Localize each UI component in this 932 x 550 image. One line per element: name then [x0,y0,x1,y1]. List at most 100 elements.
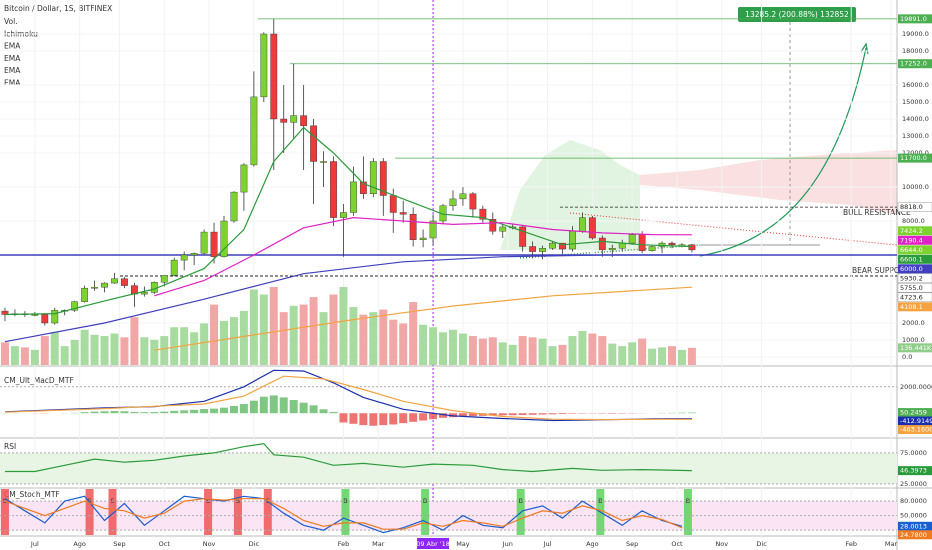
volume-bar [568,336,577,365]
volume-bar [239,310,248,365]
x-tick-label: Nov [203,540,216,548]
level-label-box [897,292,932,303]
candle-body [419,237,427,240]
ema-line [4,254,692,343]
macd-histogram-bar [687,412,696,414]
volume-bar [578,331,587,365]
candle-body [230,191,238,222]
signal-bar [85,489,94,535]
candle-body [121,278,128,286]
volume-bar [668,346,677,365]
macd-histogram-bar [439,413,448,418]
volume-bar [80,329,89,365]
value-label: 50.2459 [900,409,927,417]
candle-body [479,208,487,220]
pane-title: RSI [4,442,16,451]
candle-body [210,231,218,257]
value-label-box [898,416,932,426]
level-label: 7190.4 [900,236,923,244]
volume-bar [598,336,607,365]
macd-histogram-bar [359,413,368,426]
volume-bar [210,304,219,365]
volume-bar [150,339,159,365]
volume-bar [170,327,179,365]
candle-body [330,161,337,218]
volume-bar [329,294,338,365]
y-tick-label: 25.0000 [900,480,927,488]
y-tick-label: 16000.0 [902,81,929,89]
volume-bar [628,342,637,365]
candle-body [688,244,696,251]
candle-body [310,125,318,162]
candle-body [340,212,347,218]
chart-title: Bitcoin / Dollar, 1S, BITFINEX [4,4,112,13]
level-label-box [898,302,932,312]
x-tick-label: Mar [372,540,385,548]
level-label: 7424.2 [900,227,923,235]
candle-body [240,164,248,193]
macd-histogram-bar [170,410,179,414]
value-label-box [898,408,932,418]
macd-histogram-bar [608,413,617,414]
macd-histogram-bar [80,412,89,414]
value-label: -412.9149 [900,417,932,425]
volume-bar [618,346,627,365]
signal-bar [108,489,117,535]
volume-bar [140,337,149,365]
volume-bar [279,312,288,365]
macd-histogram-bar [259,396,268,414]
indicator-line [5,442,692,473]
candle-body [559,242,566,250]
y-tick-label: 50.0000 [900,512,927,520]
candle-body [399,212,407,215]
x-tick-label: Nov [715,540,728,548]
ema-line [154,286,692,351]
candle-body [101,282,108,288]
candle-body [579,217,586,232]
value-label-box [898,425,932,435]
macd-histogram-bar [488,413,497,416]
macd-histogram-bar [190,409,199,414]
ema-line [154,216,692,297]
macd-histogram-bar [110,410,119,414]
volume-bar [309,297,318,365]
level-label: 19891.0 [900,15,927,23]
volume-bar [558,344,567,365]
macd-histogram-bar [289,400,298,414]
volume-bar [369,312,378,365]
candle-body [638,234,646,251]
volume-bar [448,329,457,365]
candle-body [379,161,387,196]
candle-body [628,234,636,244]
volume-bar [498,342,507,365]
volume-bar [359,314,368,365]
macd-histogram-bar [339,413,348,423]
volume-bar [478,338,487,365]
volume-bar [439,332,448,365]
level-label: 8818.0 [900,203,923,211]
x-tick-label: Ago [586,540,599,548]
volume-bar [389,319,398,365]
volume-bar [229,317,238,365]
macd-histogram-bar [518,413,527,416]
y-tick-label: 14000.0 [902,115,929,123]
indicator-line [4,498,683,530]
x-tick-label: Oct [671,540,683,548]
signal-label: B [686,497,690,505]
volume-bar [528,337,537,365]
candle-body [409,213,417,240]
volume-bar [319,312,328,365]
candle-body [429,220,437,239]
candle-body [51,310,59,324]
volume-bar [190,332,199,365]
volume-bar [339,286,348,365]
level-label-box [898,235,932,245]
volume-bar [40,336,49,365]
annotation: BEAR SUPPORT [852,266,909,275]
signal-bar [683,489,692,535]
x-tick-label: Dic [756,540,767,548]
ichimoku-cloud [640,150,897,215]
candle-body [190,253,198,256]
macd-histogram-bar [229,405,238,414]
x-tick-label: Sep [113,540,125,548]
